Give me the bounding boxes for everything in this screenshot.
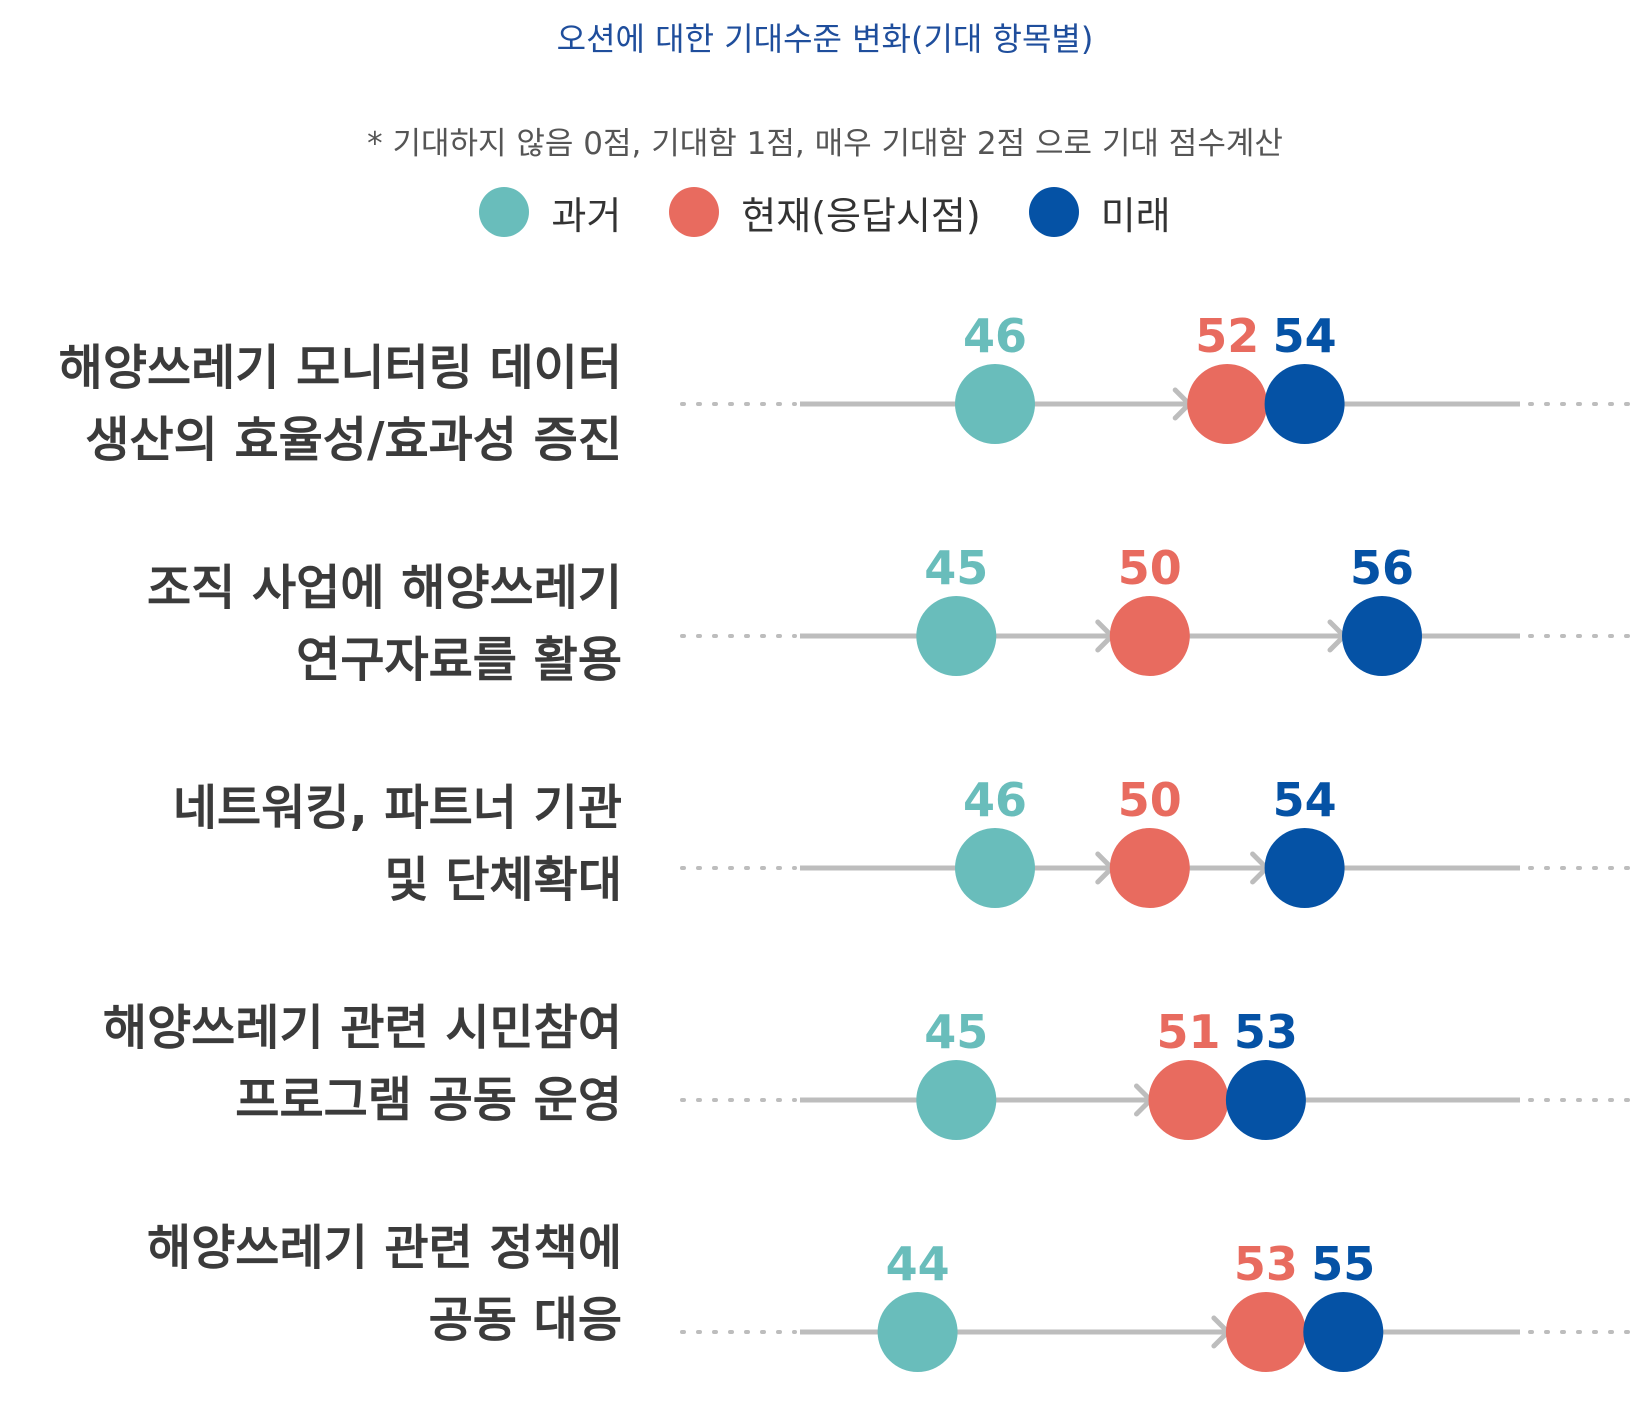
row-4-value-past: 45 bbox=[924, 1005, 988, 1059]
row-label-1-line1: 해양쓰레기 모니터링 데이터 bbox=[58, 340, 622, 396]
row-3-dot-future bbox=[1264, 828, 1345, 908]
row-label-3-line1: 네트워킹, 파트너 기관 bbox=[172, 780, 622, 836]
row-5-value-present: 53 bbox=[1234, 1237, 1298, 1291]
row-label-3-line2: 및 단체확대 bbox=[384, 852, 622, 908]
row-label-2-line1: 조직 사업에 해양쓰레기 bbox=[146, 560, 622, 616]
row-2-dot-past bbox=[916, 596, 997, 676]
row-4-dot-past bbox=[916, 1060, 997, 1140]
row-4-dot-present bbox=[1148, 1060, 1229, 1140]
legend-item-present: 현재(응답시점) bbox=[669, 185, 981, 240]
row-1-dot-present bbox=[1187, 364, 1268, 444]
row-1-value-present: 52 bbox=[1195, 309, 1259, 363]
row-1-value-past: 46 bbox=[963, 309, 1027, 363]
legend-label-future: 미래 bbox=[1100, 193, 1171, 238]
row-label-4: 해양쓰레기 관련 시민참여 프로그램 공동 운영 bbox=[0, 992, 622, 1136]
row-4-value-present: 51 bbox=[1156, 1005, 1220, 1059]
row-2-value-present: 50 bbox=[1118, 541, 1182, 595]
row-4-value-future: 53 bbox=[1234, 1005, 1298, 1059]
row-label-2: 조직 사업에 해양쓰레기 연구자료를 활용 bbox=[0, 552, 622, 696]
row-1-dot-future bbox=[1264, 364, 1345, 444]
row-2-value-future: 56 bbox=[1350, 541, 1414, 595]
row-2-value-past: 45 bbox=[924, 541, 988, 595]
row-5-dot-future bbox=[1303, 1292, 1384, 1372]
legend-item-past: 과거 bbox=[479, 185, 621, 240]
row-3-value-present: 50 bbox=[1118, 773, 1182, 827]
row-label-5-line1: 해양쓰레기 관련 정책에 bbox=[146, 1220, 622, 1276]
legend-swatch-past bbox=[479, 187, 530, 237]
row-1-dot-past bbox=[955, 364, 1035, 444]
row-3-value-past: 46 bbox=[963, 773, 1027, 827]
legend-swatch-present bbox=[669, 187, 720, 237]
row-label-5-line2: 공동 대응 bbox=[428, 1292, 622, 1348]
row-label-2-line2: 연구자료를 활용 bbox=[296, 632, 622, 688]
row-2-dot-present bbox=[1109, 596, 1190, 676]
legend-swatch-future bbox=[1028, 187, 1079, 237]
row-label-3: 네트워킹, 파트너 기관 및 단체확대 bbox=[0, 772, 622, 916]
row-5-dot-present bbox=[1225, 1292, 1306, 1372]
row-2-dot-future bbox=[1342, 596, 1422, 676]
legend-item-future: 미래 bbox=[1028, 185, 1171, 240]
legend-label-past: 과거 bbox=[551, 193, 622, 238]
chart-title: 오션에 대한 기대수준 변화(기대 항목별) bbox=[556, 20, 1094, 58]
row-label-4-line2: 프로그램 공동 운영 bbox=[235, 1072, 622, 1128]
row-label-1-line2: 생산의 효율성/효과성 증진 bbox=[85, 412, 622, 468]
row-label-1: 해양쓰레기 모니터링 데이터 생산의 효율성/효과성 증진 bbox=[0, 332, 622, 476]
row-5-dot-past bbox=[877, 1292, 958, 1372]
row-5-value-past: 44 bbox=[886, 1237, 950, 1291]
row-1-value-future: 54 bbox=[1273, 309, 1337, 363]
row-5-value-future: 55 bbox=[1311, 1237, 1375, 1291]
row-label-5: 해양쓰레기 관련 정책에 공동 대응 bbox=[0, 1212, 622, 1356]
legend: 과거 현재(응답시점) 미래 bbox=[0, 182, 1650, 242]
row-4-dot-future bbox=[1225, 1060, 1306, 1140]
row-3-value-future: 54 bbox=[1273, 773, 1337, 827]
row-3-dot-present bbox=[1109, 828, 1190, 908]
score-note: * 기대하지 않음 0점, 기대함 1점, 매우 기대함 2점 으로 기대 점수… bbox=[367, 126, 1283, 162]
row-3-dot-past bbox=[955, 828, 1035, 908]
legend-label-present: 현재(응답시점) bbox=[741, 193, 981, 238]
row-label-4-line1: 해양쓰레기 관련 시민참여 bbox=[102, 1000, 622, 1056]
